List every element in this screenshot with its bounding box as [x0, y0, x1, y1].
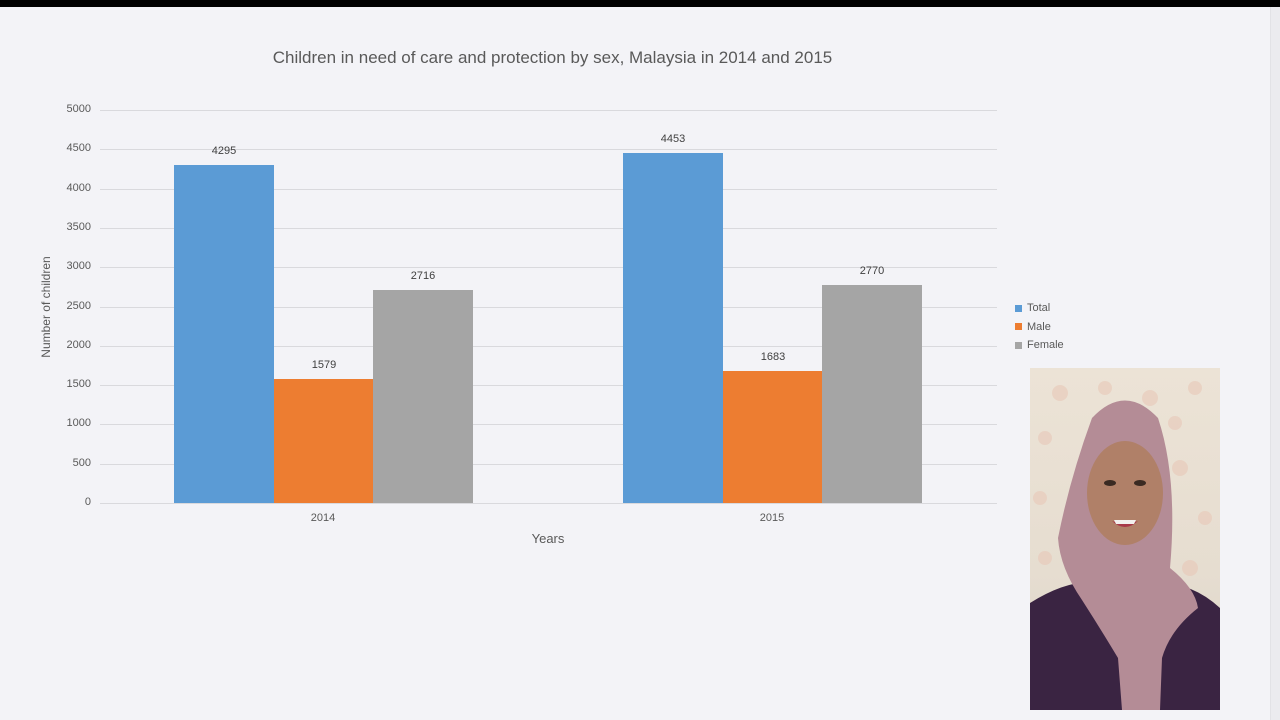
legend-item-male: Male — [1015, 318, 1064, 337]
legend-item-total: Total — [1015, 299, 1064, 318]
y-tick-label: 4500 — [66, 142, 91, 154]
chart-title: Children in need of care and protection … — [272, 48, 833, 67]
data-label: 1683 — [760, 351, 786, 363]
y-tick-label: 1000 — [66, 417, 91, 429]
presenter-webcam — [1030, 368, 1220, 710]
y-tick-label: 5000 — [66, 103, 91, 115]
legend-label: Total — [1027, 302, 1051, 315]
y-tick-label: 500 — [72, 457, 91, 469]
y-tick-label: 2500 — [66, 300, 91, 312]
gridline — [100, 424, 997, 425]
bar-female-2014 — [373, 290, 473, 503]
x-tick-2014: 2014 — [310, 512, 336, 524]
legend-label: Male — [1027, 320, 1051, 333]
slide-edge — [1270, 7, 1280, 720]
y-tick-label: 2000 — [66, 339, 91, 351]
gridline — [100, 464, 997, 465]
bar-female-2015 — [822, 285, 922, 503]
gridline — [100, 149, 997, 150]
gridline — [100, 228, 997, 229]
gridline — [100, 110, 997, 111]
gridline — [100, 189, 997, 190]
gridline — [100, 385, 997, 386]
legend-swatch-female — [1015, 341, 1022, 349]
data-label: 4453 — [660, 133, 686, 145]
data-label: 2716 — [410, 270, 436, 282]
bar-male-2015 — [723, 371, 823, 503]
y-tick-label: 0 — [84, 496, 91, 508]
gridline — [100, 346, 997, 347]
data-label: 4295 — [211, 145, 237, 157]
y-tick-label: 4000 — [66, 182, 91, 194]
y-tick-label: 3000 — [66, 260, 91, 272]
bar-male-2014 — [274, 379, 374, 503]
gridline — [100, 267, 997, 268]
data-label: 2770 — [859, 265, 885, 277]
presenter-video-icon — [1030, 381, 1220, 710]
legend-label: Female — [1027, 339, 1064, 352]
bar-total-2014 — [174, 165, 274, 503]
legend-item-female: Female — [1015, 336, 1064, 355]
bar-total-2015 — [623, 153, 723, 503]
x-tick-2015: 2015 — [759, 512, 785, 524]
data-label: 1579 — [311, 359, 337, 371]
chart-legend: Total Male Female — [1015, 299, 1064, 355]
x-axis-label: Years — [531, 531, 565, 546]
gridline — [100, 307, 997, 308]
y-tick-label: 3500 — [66, 221, 91, 233]
gridline — [100, 503, 997, 504]
legend-swatch-male — [1015, 323, 1022, 331]
y-tick-label: 1500 — [66, 378, 91, 390]
legend-swatch-total — [1015, 304, 1022, 312]
